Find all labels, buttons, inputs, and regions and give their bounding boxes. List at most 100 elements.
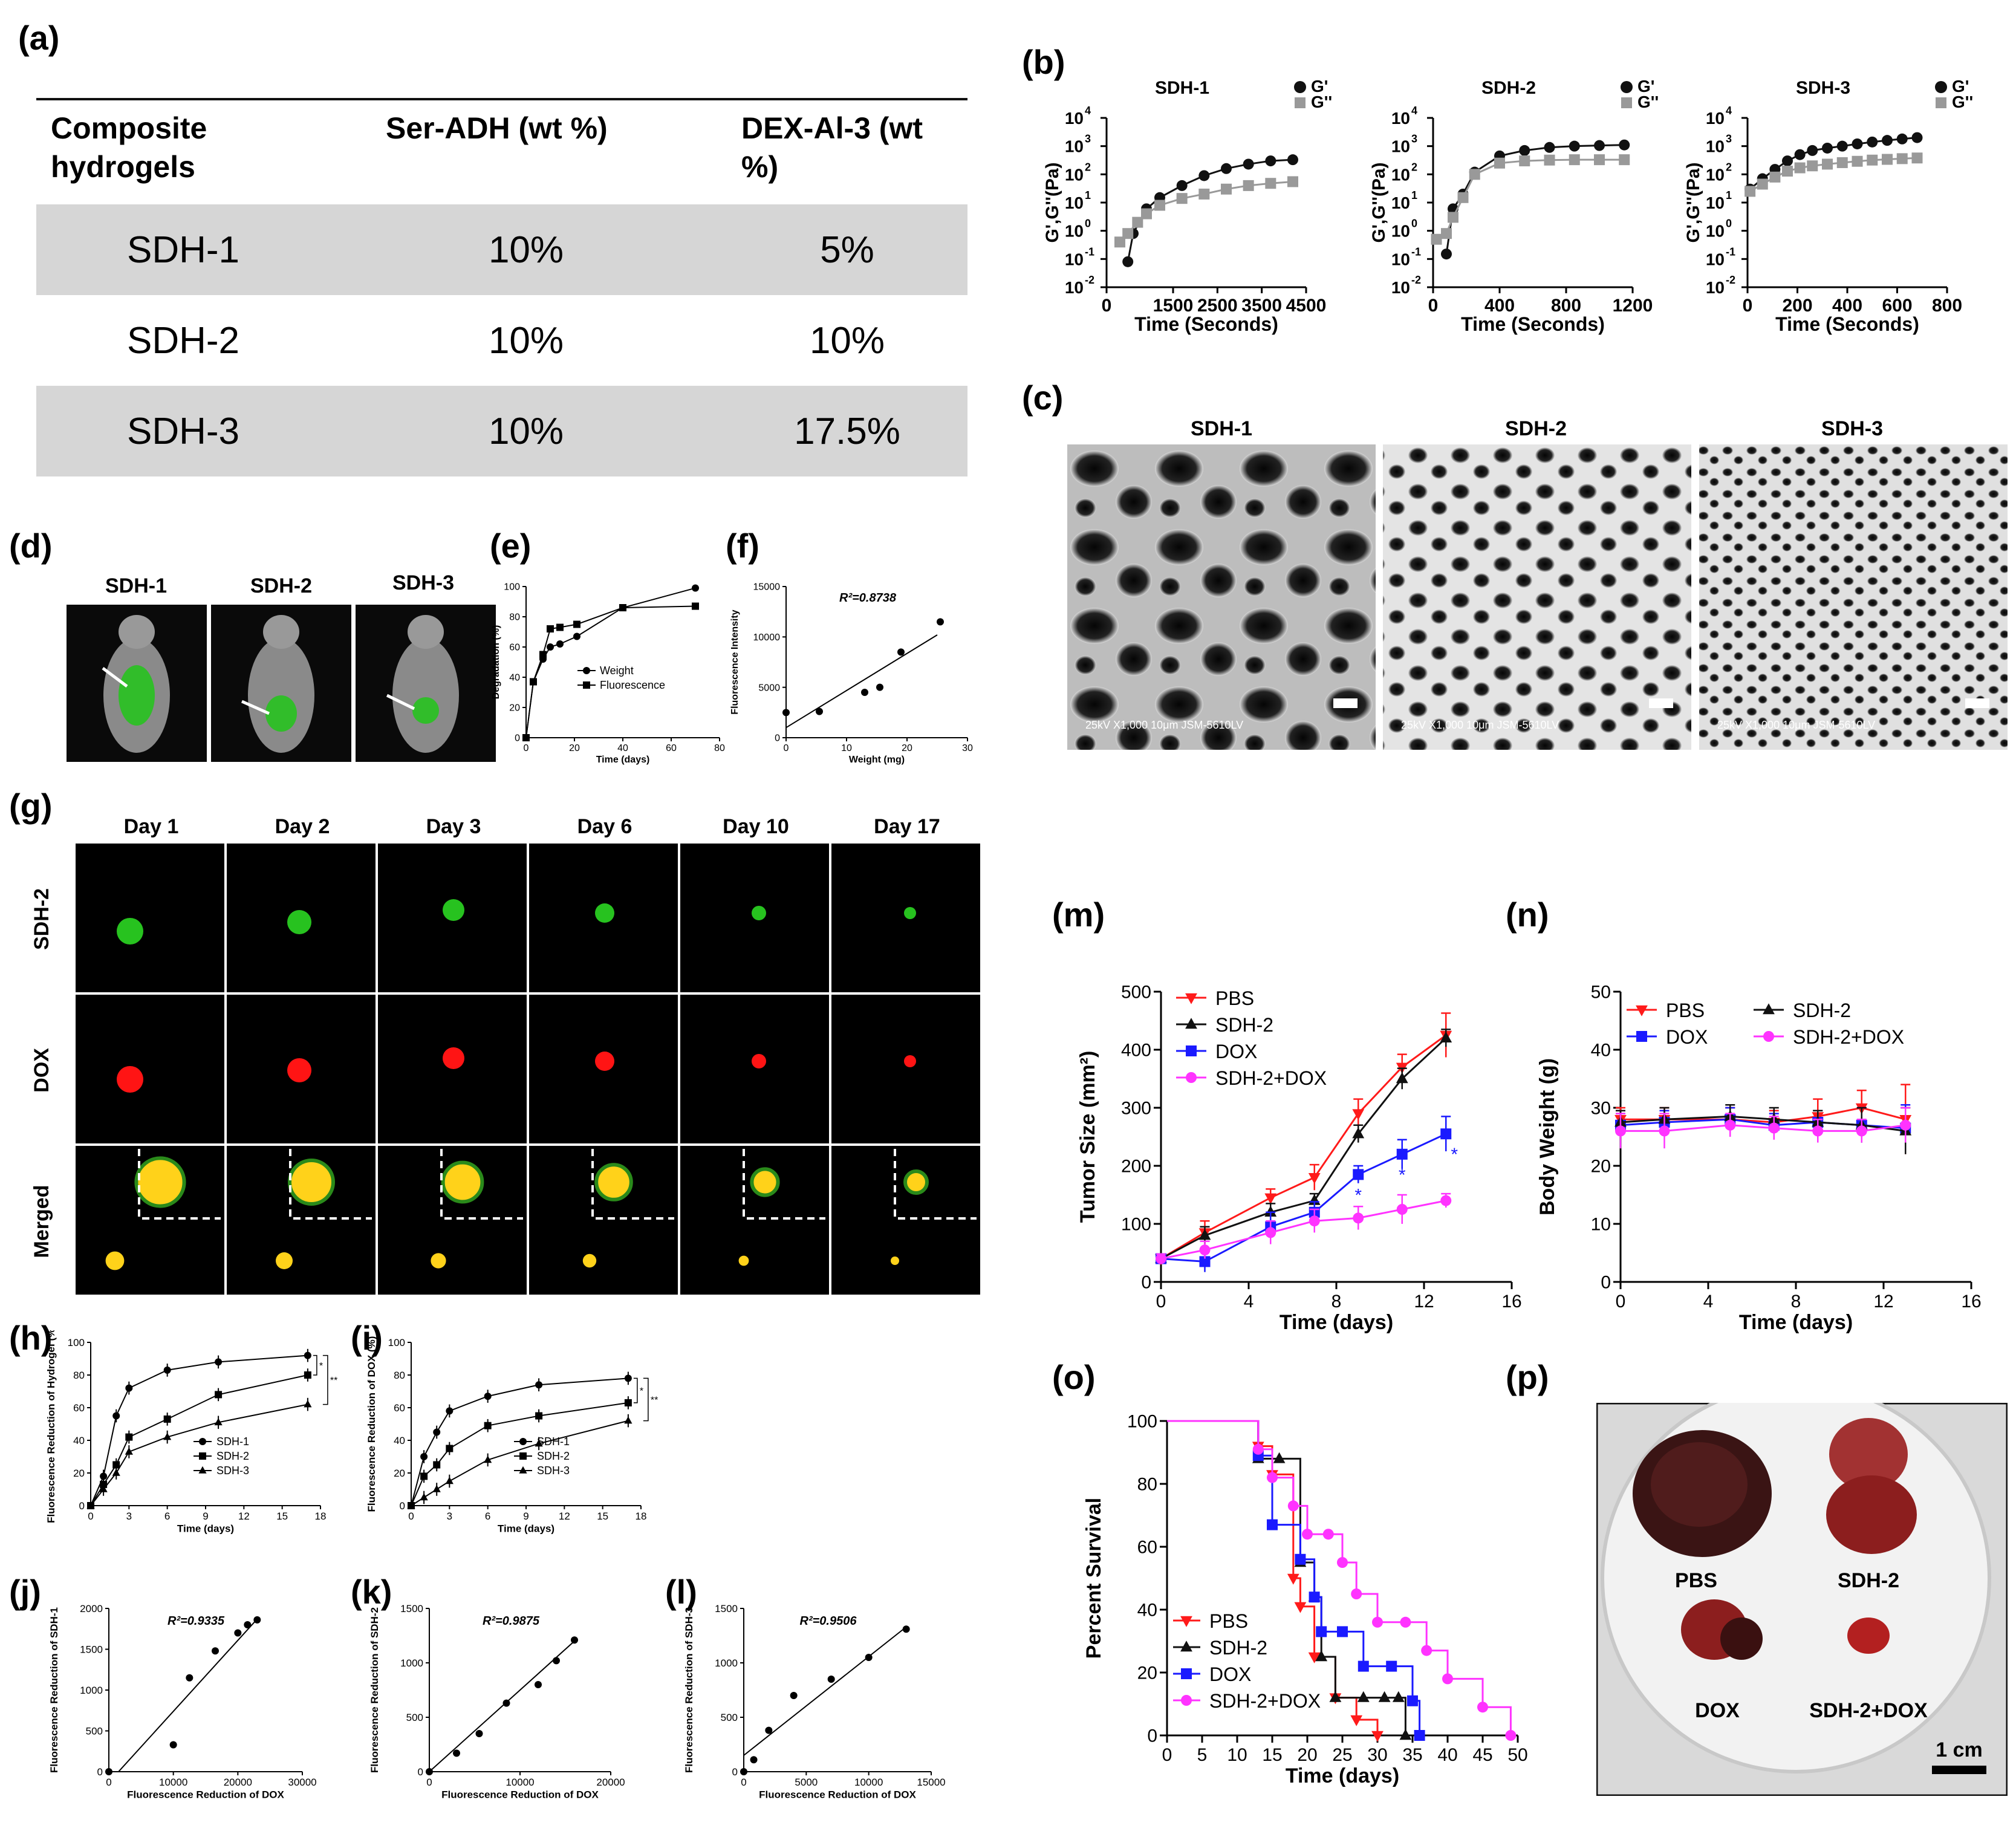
data-point [125, 1384, 133, 1392]
x-tick-label: 0 [1156, 1292, 1166, 1312]
data-point [1569, 140, 1580, 152]
y-tick-label: 1000 [400, 1657, 423, 1669]
header-dex-al3: DEX-Al-3 (wt %) [741, 111, 923, 184]
y-tick-label: 10 [1065, 193, 1084, 212]
data-point [1141, 208, 1152, 219]
data-point [1414, 1730, 1425, 1741]
data-point [1176, 180, 1188, 191]
x-tick-label: 18 [315, 1510, 327, 1522]
x-tick-label: 30 [1367, 1745, 1387, 1765]
data-point [790, 1692, 798, 1699]
y-tick-label: 10 [1391, 165, 1410, 184]
data-point [692, 584, 699, 592]
legend-marker [1636, 1031, 1647, 1042]
zoom-inset-border [591, 1149, 674, 1220]
data-point [535, 1439, 543, 1447]
cell: 10% [325, 204, 727, 295]
row-label: DOX [30, 1048, 53, 1093]
cell: SDH-3 [36, 386, 325, 476]
data-point [1882, 135, 1893, 146]
data-point [1400, 1616, 1411, 1628]
x-axis-label: Time (Seconds) [1134, 313, 1278, 335]
y-axis-label: Fluorescence Reduction of DOX (%) [366, 1336, 377, 1512]
y-tick-exponent: -1 [1726, 245, 1735, 258]
cell: SDH-1 [36, 204, 325, 295]
dox-signal [752, 1054, 766, 1068]
legend-marker [519, 1466, 527, 1474]
data-point [1442, 1673, 1453, 1685]
data-point [1896, 133, 1908, 145]
x-tick-label: 80 [714, 743, 725, 753]
significance-mark: ** [330, 1376, 337, 1386]
x-tick-label: 20 [1297, 1745, 1317, 1765]
fluorescence-tile [378, 995, 527, 1143]
significance-bracket [643, 1377, 649, 1422]
x-tick-label: 20000 [596, 1777, 625, 1788]
panel-label-d: (d) [9, 527, 53, 565]
data-point [1852, 155, 1863, 167]
data-point [1353, 1169, 1364, 1180]
sem-scale-bar [1965, 698, 1989, 708]
cell: 10% [809, 319, 885, 362]
r-squared-annotation: R²=0.9875 [483, 1614, 540, 1628]
data-point [502, 1699, 510, 1707]
data-point [445, 1477, 454, 1484]
sem-title-2: SDH-2 [1504, 417, 1567, 440]
x-tick-label: 15 [276, 1510, 288, 1522]
panel-label-b: (b) [1022, 43, 1065, 81]
data-point [1757, 178, 1768, 190]
panel-label-f: (f) [726, 527, 759, 565]
sem-images: 25kV X1,000 10μm JSM-5610LV 25kV X1,000 … [1067, 444, 2008, 750]
data-point [100, 1472, 108, 1480]
data-point [105, 1768, 112, 1775]
zoom-inset-border [138, 1149, 221, 1220]
merged-signal-ring [288, 1159, 335, 1206]
table-top-rule [36, 98, 967, 100]
data-point [539, 651, 547, 658]
data-point [1351, 1588, 1362, 1599]
series-line [411, 1420, 629, 1506]
body-weight-chart: 0 4 8 12 16 0 10 20 30 40 50 Time (days) Body Weight… [1536, 983, 1982, 1335]
data-point [1544, 154, 1555, 166]
x-tick-label: 0 [1616, 1292, 1626, 1312]
y-tick-label: 0 [97, 1766, 103, 1778]
y-tick-exponent: 0 [1411, 218, 1417, 230]
dox-signal [904, 1055, 916, 1067]
data-point [1315, 1650, 1328, 1662]
x-tick-label: 400 [1484, 296, 1515, 316]
y-tick-label: 1000 [80, 1685, 103, 1696]
y-tick-exponent: 4 [1726, 105, 1732, 117]
sem-scale-bar [1333, 698, 1358, 708]
table-header-row: Composite hydrogels Ser-ADH (wt %) DEX-A… [36, 97, 967, 204]
merged-signal-zoom [752, 1169, 778, 1195]
correlation-chart-sdh1: 0 10000 20000 30000 0 500 1000 1500 2000 Fluoresc… [48, 1603, 317, 1800]
y-tick-exponent: -1 [1411, 245, 1421, 258]
data-point [765, 1726, 773, 1734]
x-tick-label: 800 [1551, 296, 1581, 316]
data-point [1352, 1127, 1365, 1139]
data-point [484, 1393, 492, 1400]
y-tick-exponent: 3 [1411, 133, 1417, 145]
data-point [1882, 154, 1893, 165]
panel-label-c: (c) [1022, 379, 1064, 417]
y-axis-label: Fluorescence Reduction of SDH-1 [48, 1607, 60, 1773]
fit-line [743, 1626, 907, 1756]
data-point [475, 1730, 483, 1737]
x-tick-label: 9 [203, 1510, 208, 1522]
y-tick-label: 500 [721, 1712, 738, 1723]
mouse-images [67, 605, 496, 762]
data-point [1337, 1557, 1348, 1568]
y-tick-label: 100 [388, 1337, 405, 1348]
chart-title: SDH-2 [1481, 78, 1536, 98]
y-tick-label: 10 [1706, 193, 1725, 212]
x-tick-label: 15 [1262, 1745, 1282, 1765]
merged-signal-zoom [443, 1162, 483, 1202]
x-tick-label: 0 [524, 743, 529, 753]
legend-label: SDH-1 [216, 1435, 249, 1448]
data-point [214, 1418, 223, 1426]
data-point [1267, 1472, 1278, 1483]
header-ser-adh: Ser-ADH (wt %) [386, 111, 608, 145]
data-point [876, 683, 883, 691]
composition-table: Composite hydrogels Ser-ADH (wt %) DEX-A… [36, 97, 967, 476]
